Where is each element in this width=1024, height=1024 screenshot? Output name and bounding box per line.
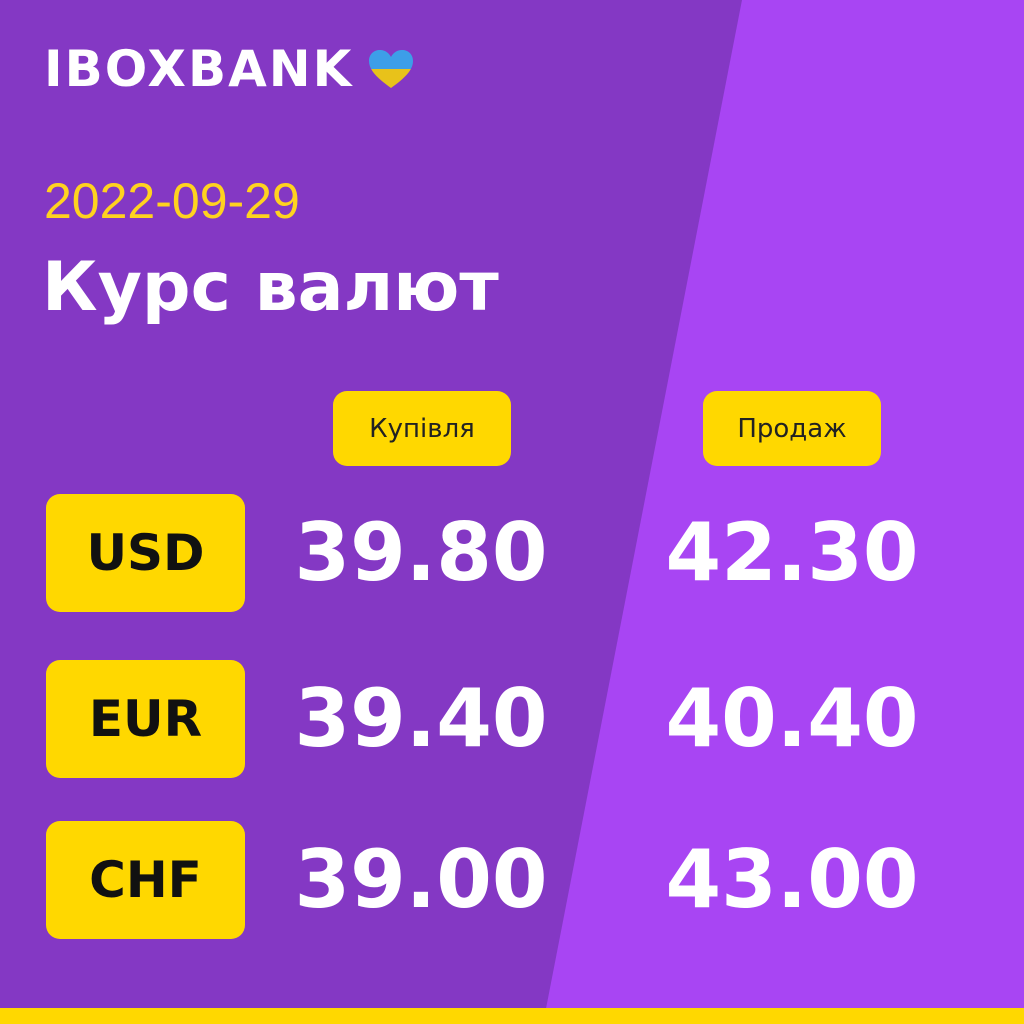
eur-sell: 40.40 — [665, 672, 919, 765]
buy-header: Купівля — [333, 391, 511, 466]
date: 2022-09-29 — [44, 173, 300, 229]
sell-header: Продаж — [703, 391, 881, 466]
usd-buy: 39.80 — [294, 506, 548, 599]
page-title: Курс валют — [42, 248, 499, 327]
brand-name: IBOXBANK — [44, 40, 354, 98]
logo: IBOXBANK — [44, 44, 415, 94]
bottom-stripe — [0, 1008, 1024, 1024]
chf-sell: 43.00 — [665, 833, 919, 926]
currency-chf: CHF — [46, 821, 245, 939]
currency-eur: EUR — [46, 660, 245, 778]
chf-buy: 39.00 — [294, 833, 548, 926]
eur-buy: 39.40 — [294, 672, 548, 765]
currency-usd: USD — [46, 494, 245, 612]
ukraine-heart-icon — [369, 50, 414, 88]
usd-sell: 42.30 — [665, 506, 919, 599]
